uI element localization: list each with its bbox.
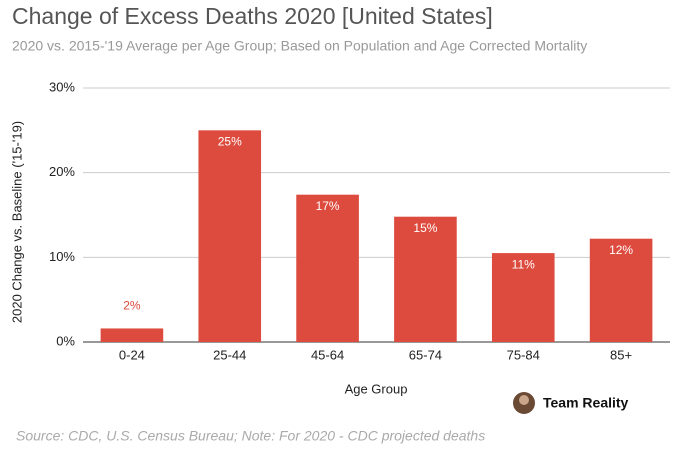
logo <box>513 392 535 414</box>
data-label: 25% <box>218 135 242 149</box>
chart-subtitle: 2020 vs. 2015-'19 Average per Age Group;… <box>12 38 587 54</box>
y-tick-label: 30% <box>49 79 75 94</box>
logo-text: Team Reality <box>543 395 629 411</box>
bar <box>198 130 262 342</box>
y-tick-label: 20% <box>49 164 75 179</box>
y-tick-label: 10% <box>49 249 75 264</box>
data-label: 12% <box>609 243 633 257</box>
x-tick-label: 85+ <box>610 347 632 362</box>
data-label: 2% <box>123 299 141 313</box>
source-note: Source: CDC, U.S. Census Bureau; Note: F… <box>16 428 485 444</box>
data-label: 15% <box>413 221 437 235</box>
data-label: 11% <box>512 257 535 271</box>
bar <box>394 216 457 342</box>
bar <box>589 238 653 342</box>
data-label: 17% <box>316 199 340 213</box>
bar <box>100 328 164 342</box>
x-tick-label: 25-44 <box>213 347 246 362</box>
x-tick-label: 75-84 <box>507 347 540 362</box>
y-tick-label: 0% <box>56 333 75 348</box>
bar <box>296 194 359 342</box>
x-tick-label: 45-64 <box>311 347 344 362</box>
y-axis-label: 2020 Change vs. Baseline ('15-'19) <box>9 121 24 323</box>
logo-face <box>519 395 529 405</box>
x-tick-label: 65-74 <box>409 347 442 362</box>
x-tick-label: 0-24 <box>119 347 145 362</box>
chart-title: Change of Excess Deaths 2020 [United Sta… <box>12 3 493 29</box>
bar <box>491 253 555 342</box>
x-axis-label: Age Group <box>345 381 408 396</box>
